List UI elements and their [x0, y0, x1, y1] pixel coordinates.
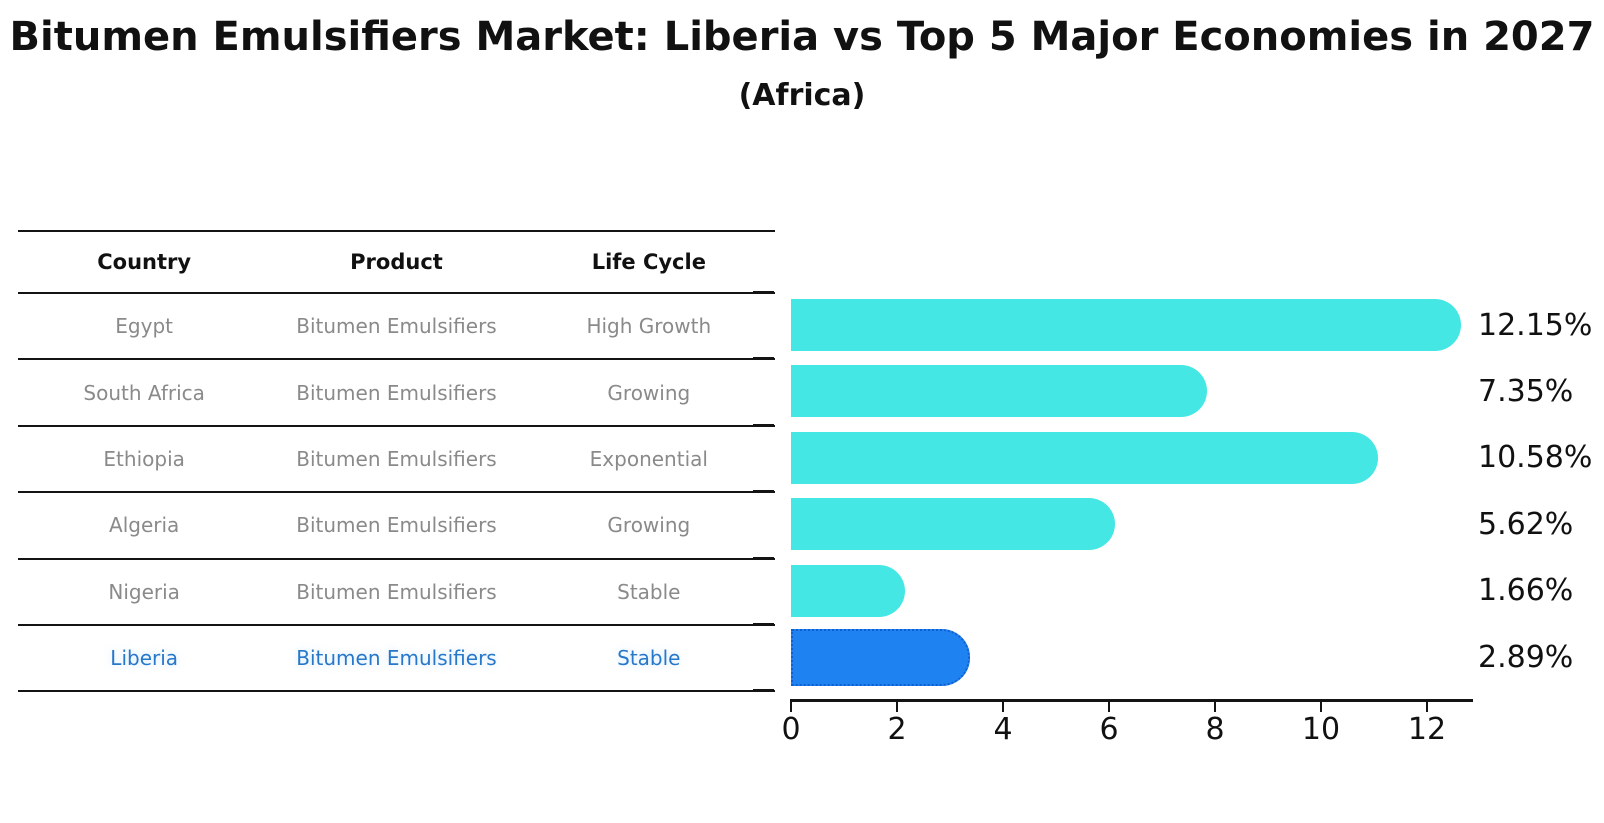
y-axis-ticks	[753, 291, 775, 700]
chart-subtitle: (Africa)	[738, 78, 866, 113]
x-tick-label: 0	[781, 712, 801, 747]
table-row-liberia: Liberia Bitumen Emulsifiers Stable	[18, 626, 775, 693]
x-tick-mark	[789, 701, 793, 712]
y-tick-mark	[753, 357, 774, 360]
table-row-egypt: Egypt Bitumen Emulsifiers High Growth	[18, 294, 775, 361]
x-tick-mark	[1213, 701, 1217, 712]
column-header-life-cycle: Life Cycle	[591, 250, 706, 274]
bar-plot: 12.15% 7.35% 10.58% 5.62% 1.66% 2.89%	[791, 292, 1604, 700]
y-tick-mark	[753, 623, 774, 626]
cell-product: Bitumen Emulsifiers	[296, 446, 497, 471]
x-tick-label: 6	[1099, 712, 1119, 747]
table-row-nigeria: Nigeria Bitumen Emulsifiers Stable	[18, 560, 775, 626]
x-tick-mark	[1425, 701, 1429, 712]
table-row-algeria: Algeria Bitumen Emulsifiers Growing	[18, 493, 775, 560]
value-label-ethiopia: 10.58%	[1478, 440, 1593, 476]
cell-product: Bitumen Emulsifiers	[296, 513, 497, 538]
table-header-row: Country Product Life Cycle	[18, 232, 775, 294]
cell-life-cycle: Exponential	[589, 446, 708, 471]
cell-country: Liberia	[110, 646, 179, 671]
bar-south-africa	[791, 365, 1207, 418]
cell-product: Bitumen Emulsifiers	[296, 314, 497, 339]
y-tick-mark	[753, 556, 774, 559]
x-tick-mark	[1001, 701, 1005, 712]
x-tick-label: 10	[1301, 712, 1341, 747]
bar-egypt	[791, 299, 1461, 351]
bar-liberia	[791, 628, 971, 686]
x-tick-label: 12	[1407, 712, 1447, 747]
table-row-ethiopia: Ethiopia Bitumen Emulsifiers Exponential	[18, 427, 775, 494]
x-axis-line	[790, 699, 1473, 702]
cell-product: Bitumen Emulsifiers	[296, 579, 497, 604]
value-label-liberia: 2.89%	[1478, 639, 1574, 675]
cell-country: Nigeria	[108, 579, 180, 604]
column-header-product: Product	[350, 250, 443, 274]
cell-product: Bitumen Emulsifiers	[296, 380, 497, 405]
x-tick-mark	[895, 701, 899, 712]
table-row-south-africa: South Africa Bitumen Emulsifiers Growing	[18, 360, 775, 427]
column-header-country: Country	[97, 250, 192, 274]
value-label-algeria: 5.62%	[1478, 506, 1574, 542]
value-label-egypt: 12.15%	[1478, 307, 1593, 343]
y-tick-mark	[753, 423, 774, 427]
cell-product: Bitumen Emulsifiers	[296, 646, 497, 671]
cell-life-cycle: Growing	[607, 380, 691, 405]
x-tick-label: 4	[993, 712, 1013, 747]
cell-country: South Africa	[83, 380, 205, 405]
cell-life-cycle: High Growth	[586, 314, 712, 339]
x-tick-label: 8	[1205, 712, 1225, 747]
bar-algeria	[791, 498, 1115, 551]
bar-nigeria	[791, 564, 905, 617]
comparison-table: Country Product Life Cycle Egypt Bitumen…	[18, 230, 775, 693]
cell-life-cycle: Growing	[607, 513, 691, 538]
value-label-south-africa: 7.35%	[1478, 374, 1574, 410]
y-tick-mark	[753, 490, 774, 493]
y-tick-mark	[753, 689, 774, 692]
cell-country: Algeria	[109, 513, 180, 538]
x-tick-mark	[1107, 701, 1111, 712]
x-axis: 0 2 4 6 8 10 12	[781, 699, 1491, 759]
cell-country: Egypt	[115, 314, 174, 339]
cell-life-cycle: Stable	[617, 646, 681, 671]
y-tick-mark	[753, 291, 774, 294]
chart-title: Bitumen Emulsifiers Market: Liberia vs T…	[9, 14, 1595, 60]
cell-life-cycle: Stable	[617, 579, 681, 604]
x-tick-label: 2	[887, 712, 907, 747]
bar-ethiopia	[791, 431, 1378, 484]
cell-country: Ethiopia	[103, 446, 185, 471]
value-label-nigeria: 1.66%	[1478, 573, 1574, 609]
x-tick-mark	[1319, 701, 1323, 712]
